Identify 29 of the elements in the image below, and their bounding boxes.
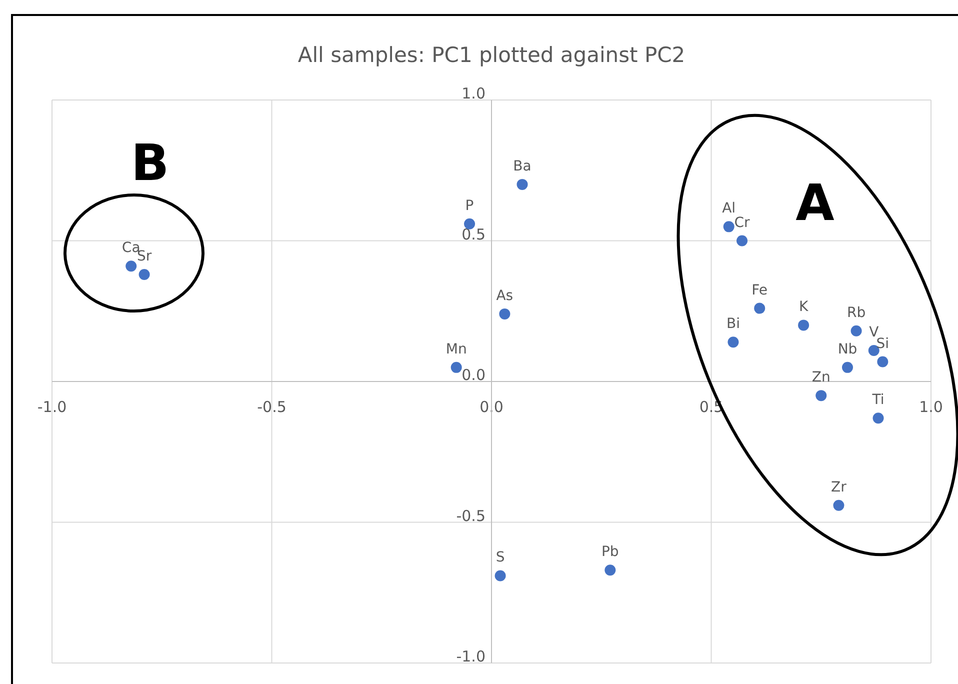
x-tick-label: 0.0: [480, 398, 504, 416]
annotation: Cr: [734, 214, 750, 231]
annotation: Rb: [846, 304, 866, 321]
annotation: Zr: [831, 479, 847, 496]
annotation: Nb: [838, 341, 858, 358]
x-tick-label: -1.0: [37, 398, 67, 416]
annotation: S: [496, 550, 505, 566]
annotation: Ti: [871, 392, 884, 408]
y-tick-label: 1.0: [462, 84, 486, 102]
y-tick-label: -1.0: [456, 648, 486, 666]
x-tick-label: -0.5: [257, 398, 286, 416]
annotation: A: [796, 174, 835, 232]
annotation: Bi: [726, 316, 740, 332]
x-tick-label: 1.0: [919, 398, 943, 416]
y-tick-label: 0.0: [462, 366, 486, 384]
y-tick-label: 0.5: [462, 225, 486, 244]
annotation: P: [465, 198, 474, 214]
annotation: Fe: [752, 282, 768, 298]
annotation: Mn: [446, 341, 467, 358]
annotation: Ba: [513, 158, 532, 174]
annotation: Pb: [601, 544, 619, 560]
annotation: Al: [722, 200, 736, 217]
annotation: As: [496, 288, 514, 304]
annotation: Si: [876, 336, 890, 352]
annotation: K: [798, 299, 809, 316]
annotation: B: [130, 134, 170, 192]
y-tick-label: -0.5: [456, 506, 486, 525]
chart-title: All samples: PC1 plotted against PC2: [298, 43, 686, 67]
annotation: Zn: [812, 370, 830, 386]
